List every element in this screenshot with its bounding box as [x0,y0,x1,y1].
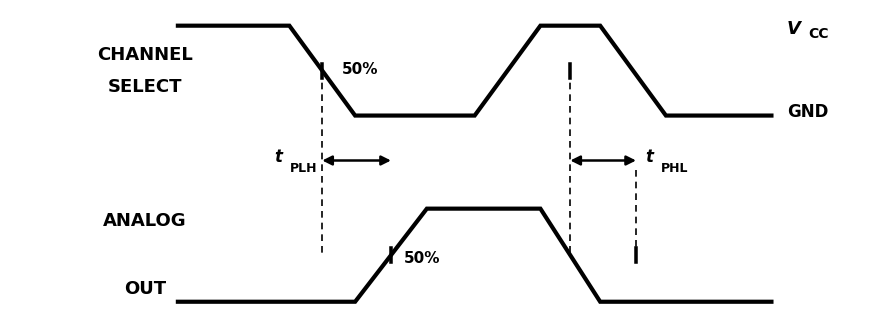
Text: CHANNEL: CHANNEL [97,46,192,64]
Text: OUT: OUT [124,280,166,298]
Text: PHL: PHL [660,162,687,175]
Text: PLH: PLH [290,162,317,175]
Text: V: V [786,20,800,38]
Text: SELECT: SELECT [108,78,182,96]
Text: 50%: 50% [404,251,440,266]
Text: GND: GND [786,103,827,121]
Text: 50%: 50% [342,62,378,76]
Text: t: t [644,148,652,166]
Text: ANALOG: ANALOG [103,213,187,230]
Text: CC: CC [808,27,828,41]
Text: t: t [274,148,282,166]
